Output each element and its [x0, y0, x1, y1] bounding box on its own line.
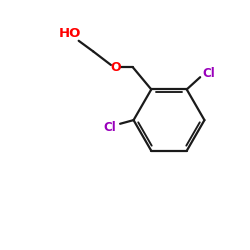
Text: Cl: Cl	[104, 121, 117, 134]
Text: HO: HO	[59, 28, 81, 40]
Text: Cl: Cl	[202, 67, 215, 80]
Text: O: O	[110, 61, 121, 74]
